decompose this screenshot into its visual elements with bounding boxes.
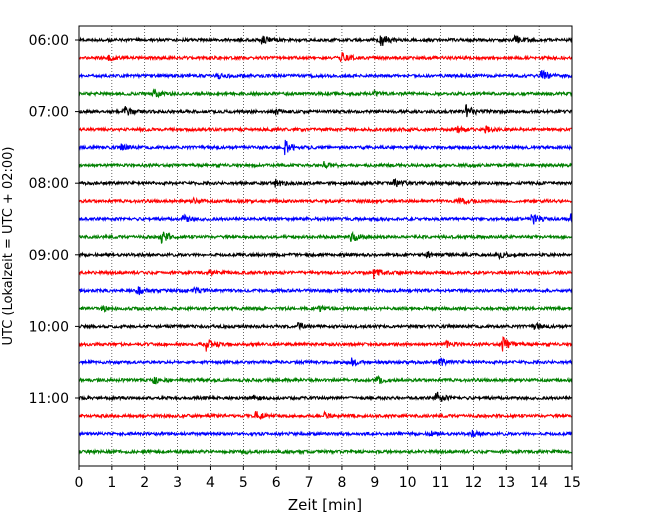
- trace-row: [78, 124, 573, 134]
- y-tick-label: 09:00: [29, 248, 69, 264]
- x-tick-label: 9: [370, 475, 379, 491]
- trace-row: [78, 213, 573, 225]
- x-tick-label: 5: [239, 475, 248, 491]
- y-tick-label: 07:00: [29, 105, 69, 121]
- trace-row: [78, 230, 573, 244]
- seismic-traces: [78, 34, 573, 456]
- x-tick-label: 3: [173, 475, 182, 491]
- trace-row: [78, 177, 573, 188]
- x-tick-label: 14: [530, 475, 548, 491]
- x-tick-label: 11: [432, 475, 450, 491]
- trace-row: [78, 429, 573, 438]
- trace-row: [78, 52, 573, 63]
- y-axis: 06:00 07:00 08:00 09:00 10:00 11:00: [29, 33, 79, 407]
- plot-area-frame: [78, 25, 573, 467]
- trace-row: [78, 286, 573, 296]
- trace-row: [78, 34, 573, 46]
- trace-row: [78, 161, 573, 170]
- x-tick-label: 7: [305, 475, 314, 491]
- trace-row: [78, 357, 573, 367]
- trace-row: [78, 250, 573, 261]
- trace-row: [78, 374, 573, 385]
- trace-row: [78, 410, 573, 420]
- trace-row: [78, 448, 573, 456]
- x-axis: 0 1 2 3 4 5 6 7 8 9 10 11 12 13 14 15: [75, 466, 581, 491]
- x-tick-label: 1: [107, 475, 116, 491]
- trace-row: [78, 391, 573, 402]
- x-tick-label: 8: [337, 475, 346, 491]
- x-axis-label: Zeit [min]: [288, 496, 362, 514]
- trace-row: [78, 269, 573, 280]
- vertical-gridlines: [111, 26, 540, 466]
- trace-row: [78, 321, 573, 331]
- x-tick-label: 4: [206, 475, 215, 491]
- x-tick-label: 13: [497, 475, 515, 491]
- trace-row: [78, 104, 573, 118]
- trace-row: [78, 69, 573, 80]
- x-tick-label: 0: [75, 475, 84, 491]
- x-tick-label: 2: [140, 475, 149, 491]
- y-tick-label: 10:00: [29, 319, 69, 335]
- trace-row: [78, 88, 573, 99]
- trace-row: [78, 336, 573, 352]
- x-tick-label: 6: [272, 475, 281, 491]
- trace-row: [78, 196, 573, 206]
- y-tick-label: 11:00: [29, 391, 69, 407]
- trace-row: [78, 304, 573, 313]
- y-tick-label: 08:00: [29, 176, 69, 192]
- y-tick-label: 06:00: [29, 33, 69, 49]
- x-tick-label: 10: [399, 475, 417, 491]
- trace-row: [78, 139, 573, 156]
- x-tick-label: 12: [464, 475, 482, 491]
- x-tick-label: 15: [563, 475, 581, 491]
- y-axis-label: UTC (Lokalzeit = UTC + 02:00): [1, 147, 16, 346]
